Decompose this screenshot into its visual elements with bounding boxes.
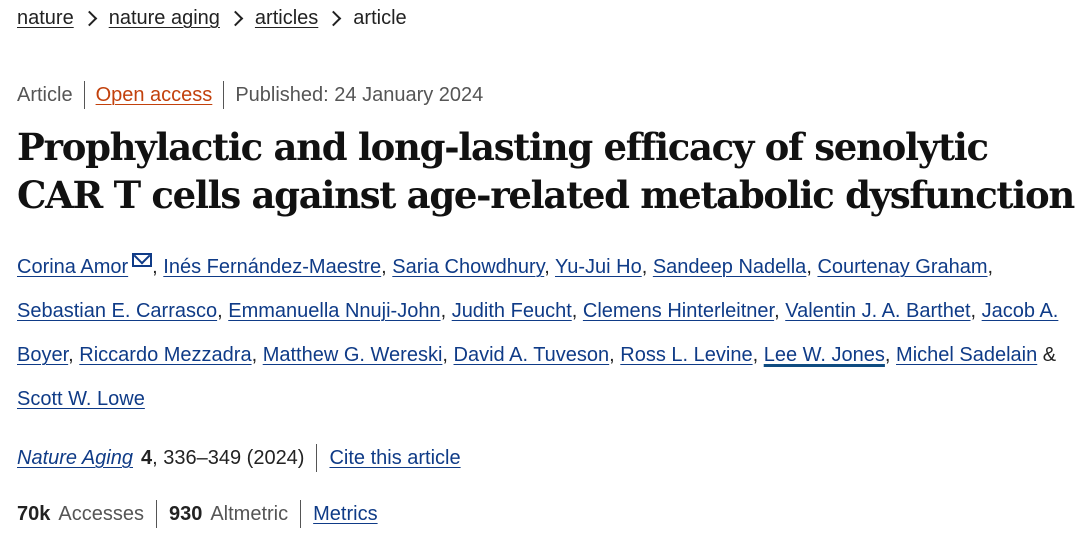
author-link[interactable]: Michel Sadelain xyxy=(896,344,1038,366)
divider xyxy=(316,444,318,472)
author-separator: , xyxy=(544,256,555,278)
mail-icon[interactable] xyxy=(132,253,153,267)
author-link[interactable]: Riccardo Mezzadra xyxy=(79,344,252,366)
chevron-right-icon xyxy=(326,10,342,26)
author-separator: , xyxy=(68,344,80,366)
author-link[interactable]: Sebastian E. Carrasco xyxy=(17,300,218,322)
breadcrumb-nature-aging[interactable]: nature aging xyxy=(108,7,220,29)
breadcrumb-nature[interactable]: nature xyxy=(17,7,74,29)
author-link[interactable]: Sandeep Nadella xyxy=(652,256,807,278)
author-separator: & xyxy=(1037,344,1057,366)
journal-name-link[interactable]: Nature Aging xyxy=(17,447,133,469)
author-link[interactable]: Scott W. Lowe xyxy=(17,388,145,410)
metrics-link[interactable]: Metrics xyxy=(313,503,378,525)
author-link[interactable]: Saria Chowdhury xyxy=(392,256,545,278)
author-separator: , xyxy=(152,256,164,278)
author-link-focused[interactable]: Lee W. Jones xyxy=(763,344,885,366)
author-link[interactable]: Emmanuella Nnuji-John xyxy=(228,300,441,322)
journal-volume: 4 xyxy=(141,447,153,469)
author-separator: , xyxy=(217,300,229,322)
author-separator: , xyxy=(752,344,764,366)
author-separator: , xyxy=(774,300,786,322)
author-separator: , xyxy=(440,300,452,322)
author-separator: , xyxy=(381,256,393,278)
author-separator: , xyxy=(987,256,994,278)
title-line-2: CAR T cells against age-related metaboli… xyxy=(17,173,1075,217)
author-link[interactable]: Yu-Jui Ho xyxy=(555,256,642,278)
author-separator: , xyxy=(970,300,982,322)
article-stats: 70k Accesses 930 Altmetric Metrics xyxy=(17,500,378,528)
author-link[interactable]: Matthew G. Wereski xyxy=(262,344,443,366)
accesses-label: Accesses xyxy=(58,503,144,525)
author-link[interactable]: Ross L. Levine xyxy=(620,344,753,366)
breadcrumb-current: article xyxy=(353,7,407,29)
breadcrumb: nature nature aging articles article xyxy=(17,5,407,31)
divider xyxy=(155,500,157,528)
chevron-right-icon xyxy=(81,10,97,26)
author-link[interactable]: Jacob A. Boyer xyxy=(17,300,1059,366)
author-separator: , xyxy=(442,344,454,366)
author-link[interactable]: Valentin J. A. Barthet xyxy=(785,300,971,322)
author-separator: , xyxy=(641,256,653,278)
divider xyxy=(223,81,225,109)
article-type: Article xyxy=(17,84,73,106)
journal-pages: , 336–349 (2024) xyxy=(152,447,305,469)
altmetric-label: Altmetric xyxy=(210,503,289,525)
article-title: Prophylactic and long-lasting efficacy o… xyxy=(17,123,1077,219)
author-link[interactable]: Inés Fernández-Maestre xyxy=(163,256,382,278)
chevron-right-icon xyxy=(227,10,244,26)
published-date: Published: 24 January 2024 xyxy=(235,84,484,106)
author-separator: , xyxy=(571,300,583,322)
altmetric-value: 930 xyxy=(168,503,203,525)
author-separator: , xyxy=(609,344,621,366)
author-link[interactable]: Judith Feucht xyxy=(451,300,572,322)
author-separator: , xyxy=(806,256,818,278)
cite-article-link[interactable]: Cite this article xyxy=(329,447,461,469)
author-separator: , xyxy=(251,344,263,366)
author-link[interactable]: Corina Amor xyxy=(17,256,129,278)
divider xyxy=(83,81,85,109)
open-access-link[interactable]: Open access xyxy=(95,84,213,106)
author-separator: , xyxy=(884,344,897,366)
accesses-value: 70k xyxy=(17,503,51,525)
author-link[interactable]: David A. Tuveson xyxy=(453,344,610,366)
article-meta: Article Open access Published: 24 Januar… xyxy=(17,81,483,109)
author-link[interactable]: Courtenay Graham xyxy=(817,256,988,278)
author-list: Corina Amor, Inés Fernández-Maestre, Sar… xyxy=(17,245,1062,421)
journal-citation: Nature Aging 4 , 336–349 (2024) Cite thi… xyxy=(17,444,461,472)
author-link[interactable]: Clemens Hinterleitner xyxy=(582,300,775,322)
title-line-1: Prophylactic and long-lasting efficacy o… xyxy=(17,125,989,169)
breadcrumb-articles[interactable]: articles xyxy=(254,7,319,29)
divider xyxy=(300,500,302,528)
